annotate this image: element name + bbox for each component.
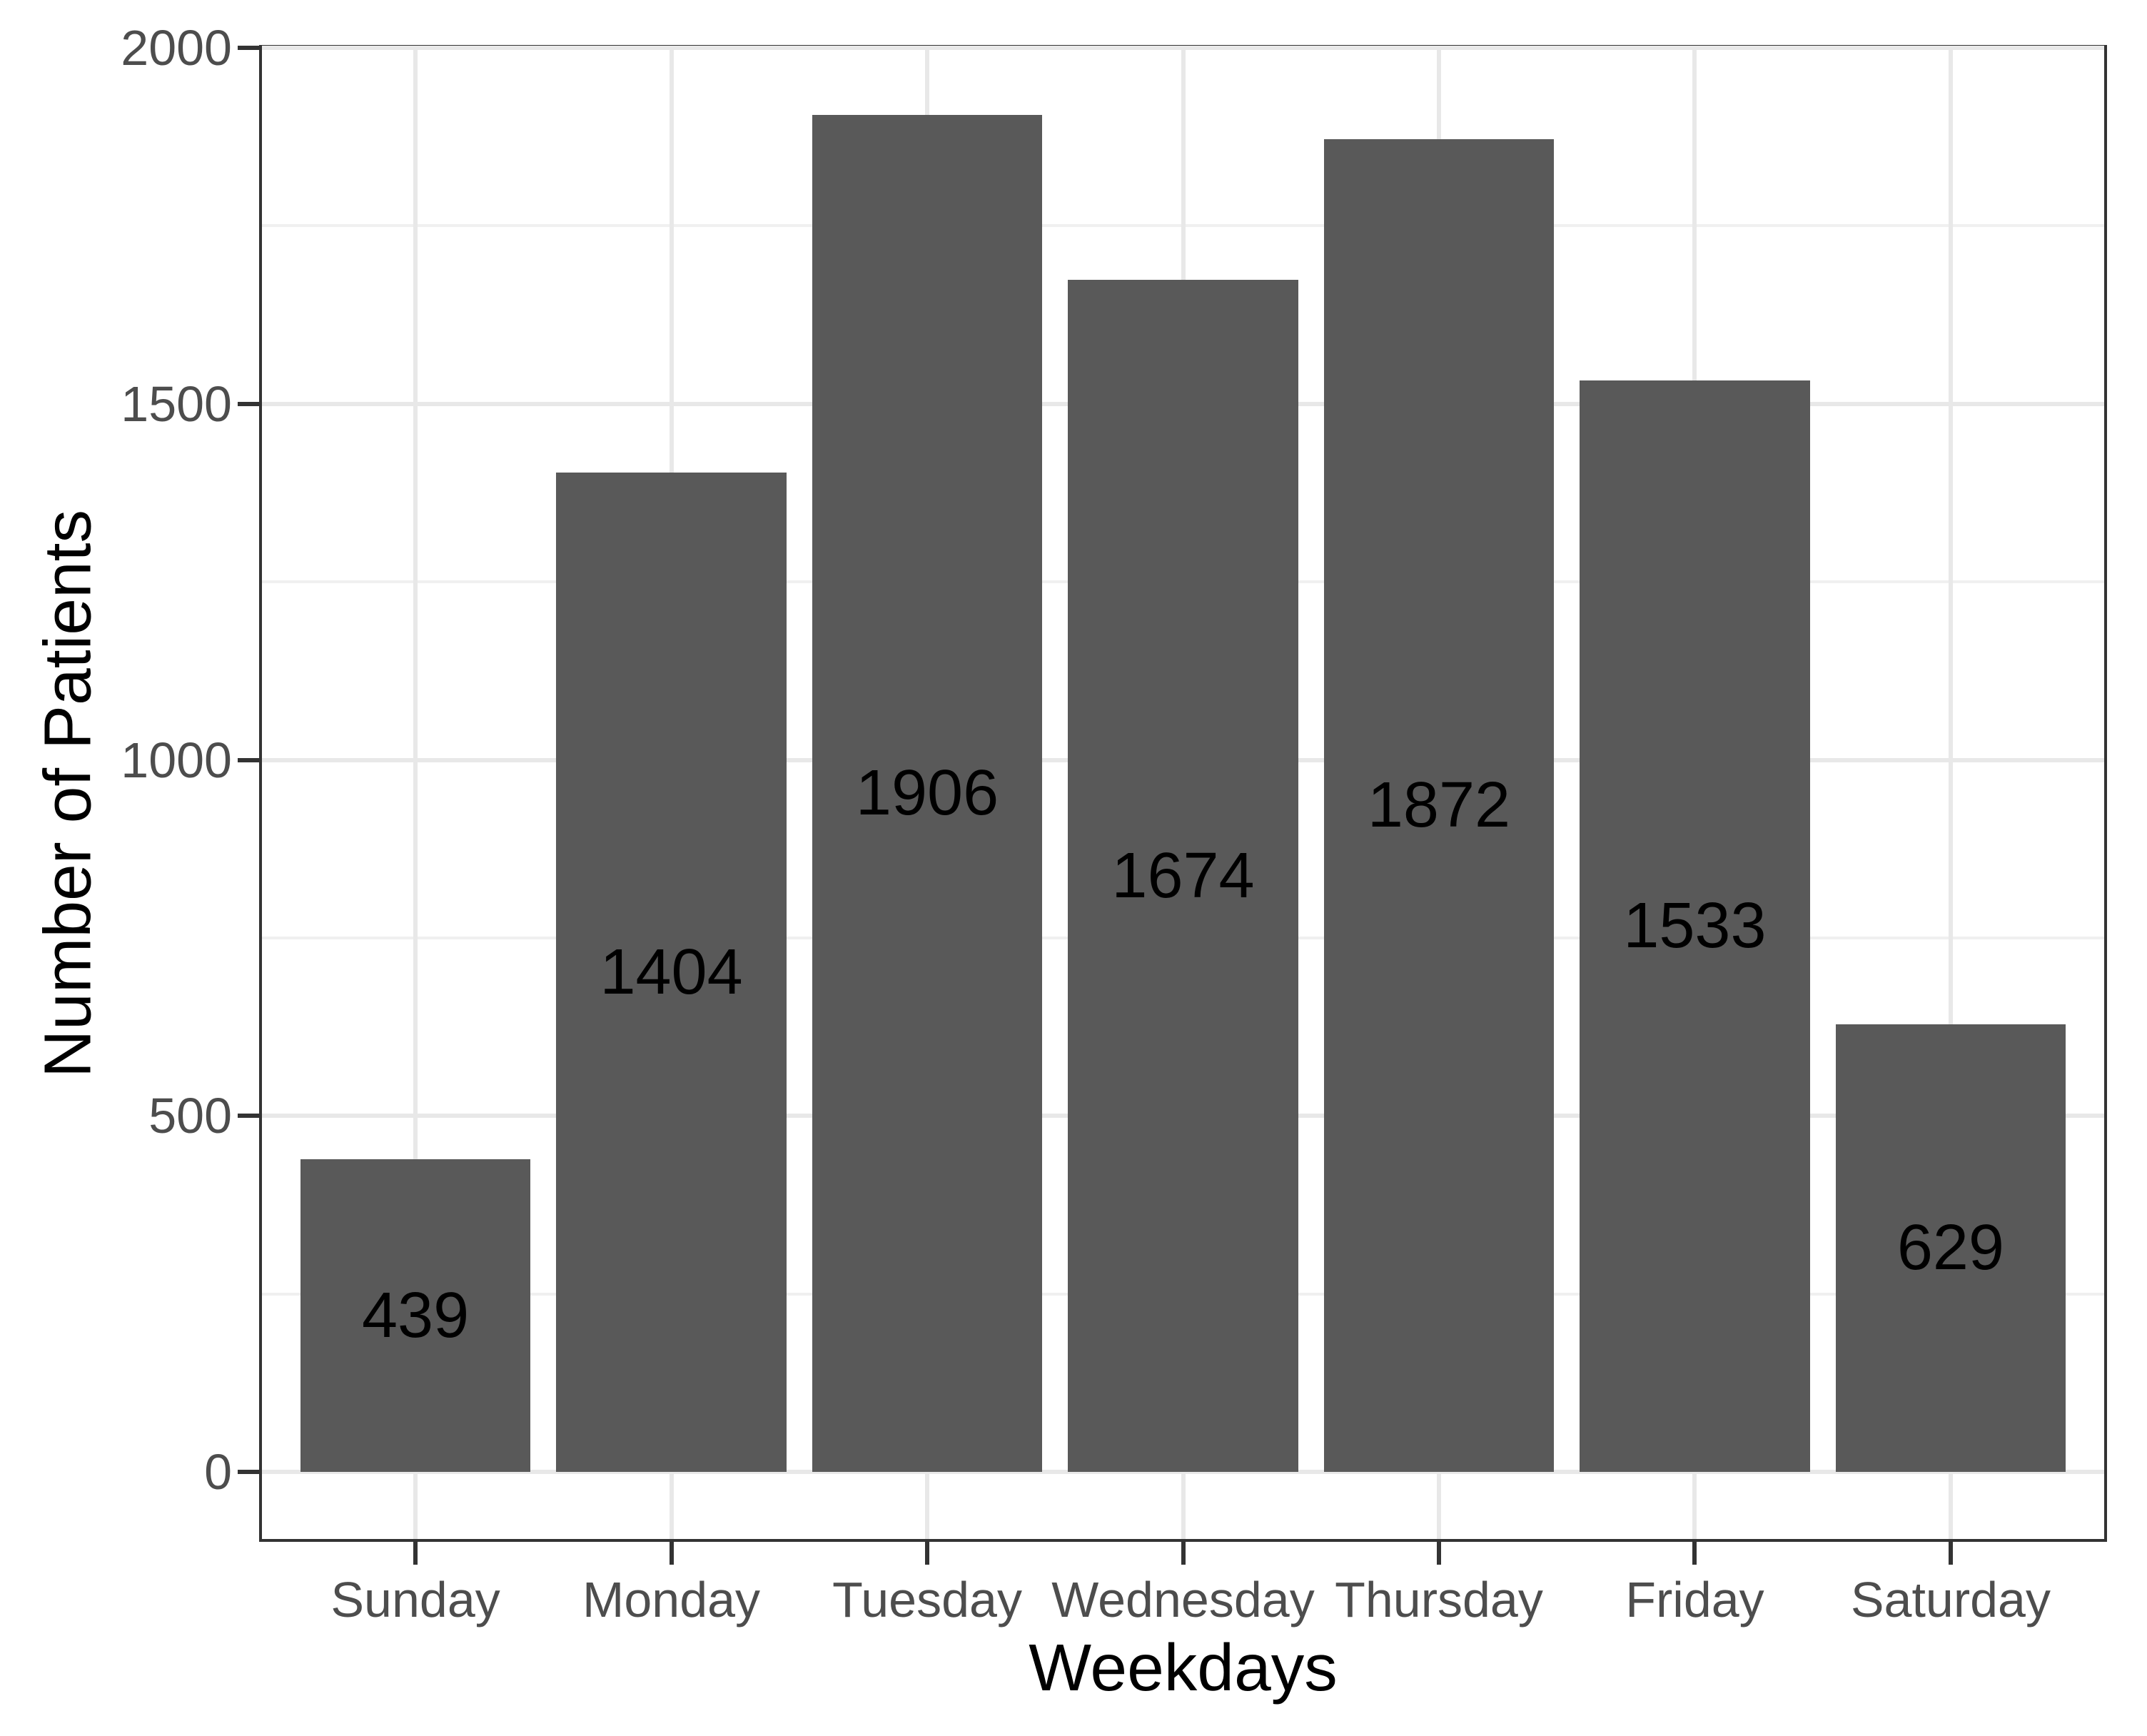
y-tick-label-0: 0 (204, 1444, 232, 1500)
y-tick-label-1500: 1500 (121, 375, 232, 432)
gridline-major-x-sunday (413, 48, 418, 1539)
x-tick-mark-wednesday (1181, 1542, 1186, 1565)
x-tick-mark-friday (1692, 1542, 1697, 1565)
x-tick-label-saturday: Saturday (1850, 1572, 2051, 1628)
y-tick-mark-500 (238, 1114, 259, 1119)
bar-value-label-tuesday: 1906 (855, 757, 999, 829)
y-axis-title: Number of Patients (30, 509, 105, 1078)
x-tick-label-wednesday: Wednesday (1051, 1572, 1315, 1628)
bar-thursday (1323, 138, 1555, 1472)
x-tick-label-friday: Friday (1625, 1572, 1764, 1628)
x-tick-label-thursday: Thursday (1335, 1572, 1543, 1628)
x-tick-mark-sunday (413, 1542, 418, 1565)
bar-value-label-friday: 1533 (1623, 890, 1767, 962)
x-tick-mark-monday (669, 1542, 674, 1565)
y-tick-mark-0 (238, 1470, 259, 1474)
bar-tuesday (812, 114, 1043, 1472)
x-tick-label-tuesday: Tuesday (832, 1572, 1022, 1628)
y-tick-mark-1000 (238, 757, 259, 762)
y-tick-label-500: 500 (148, 1088, 232, 1144)
plot-panel: 439 1404 1906 1674 1872 1533 629 (259, 45, 2107, 1542)
bar-saturday (1835, 1024, 2066, 1472)
y-tick-mark-2000 (238, 46, 259, 50)
bar-value-label-monday: 1404 (600, 936, 743, 1008)
bar-friday (1580, 380, 1810, 1472)
bar-sunday (300, 1159, 531, 1472)
bar-value-label-saturday: 629 (1896, 1212, 2004, 1284)
x-tick-label-monday: Monday (582, 1572, 761, 1628)
x-tick-mark-tuesday (925, 1542, 930, 1565)
bar-monday (556, 472, 787, 1472)
bar-value-label-thursday: 1872 (1367, 769, 1511, 842)
bar-value-label-sunday: 439 (361, 1280, 470, 1352)
y-tick-mark-1500 (238, 401, 259, 406)
gridline-major-x-saturday (1948, 48, 1953, 1539)
y-tick-label-1000: 1000 (121, 732, 232, 788)
bar-value-label-wednesday: 1674 (1111, 840, 1255, 912)
x-tick-label-sunday: Sunday (330, 1572, 500, 1628)
x-tick-mark-saturday (1948, 1542, 1953, 1565)
y-tick-label-2000: 2000 (121, 20, 232, 76)
x-tick-mark-thursday (1436, 1542, 1441, 1565)
x-axis-title: Weekdays (1029, 1630, 1338, 1705)
bar-wednesday (1068, 280, 1298, 1472)
